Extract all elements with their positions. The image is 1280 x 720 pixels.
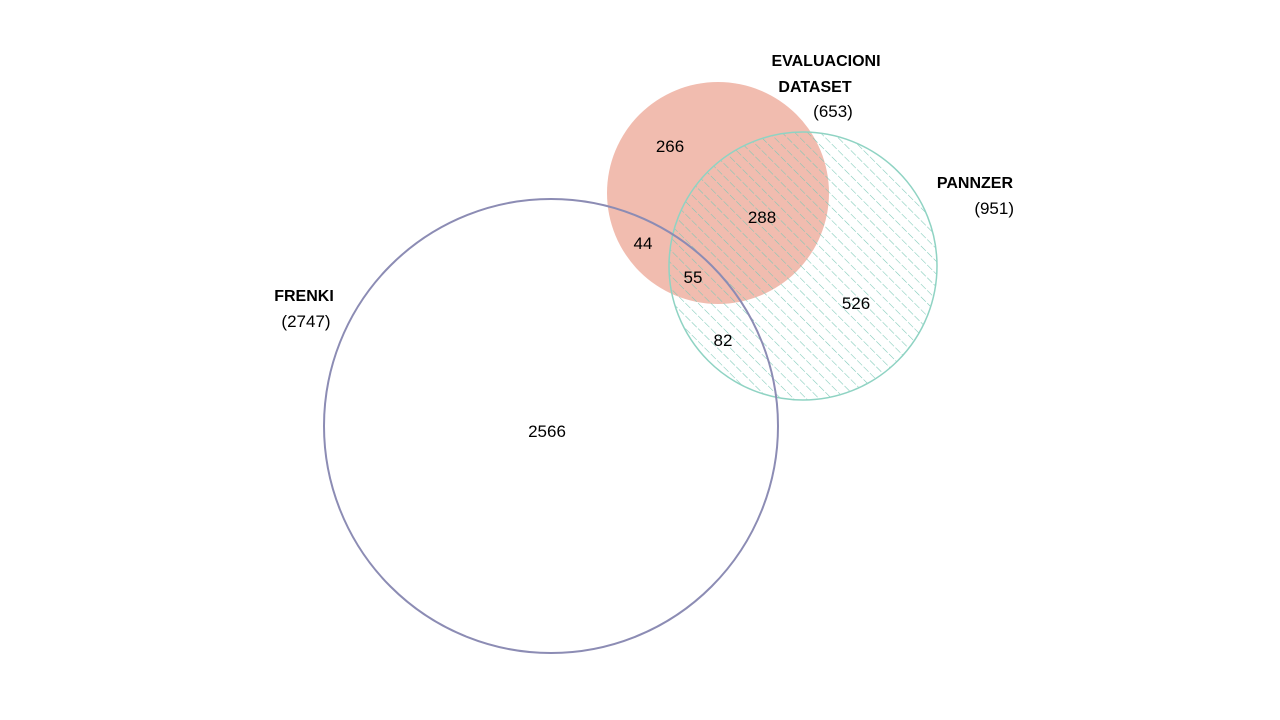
region-evaluacioni-frenki: 44 xyxy=(634,234,653,253)
region-pannzer-frenki: 82 xyxy=(714,331,733,350)
pannzer-total: (951) xyxy=(974,199,1014,218)
region-evaluacioni-only: 266 xyxy=(656,137,684,156)
pannzer-circle xyxy=(669,132,937,400)
frenki-total: (2747) xyxy=(281,312,330,331)
evaluacioni-label-line1: EVALUACIONI xyxy=(771,53,880,70)
region-all-three: 55 xyxy=(684,268,703,287)
region-evaluacioni-pannzer: 288 xyxy=(748,208,776,227)
evaluacioni-total: (653) xyxy=(813,102,853,121)
evaluacioni-label-line2: DATASET xyxy=(778,79,851,96)
region-pannzer-only: 526 xyxy=(842,294,870,313)
region-frenki-only: 2566 xyxy=(528,422,566,441)
frenki-label: FRENKI xyxy=(274,288,334,305)
pannzer-label: PANNZER xyxy=(937,175,1014,192)
